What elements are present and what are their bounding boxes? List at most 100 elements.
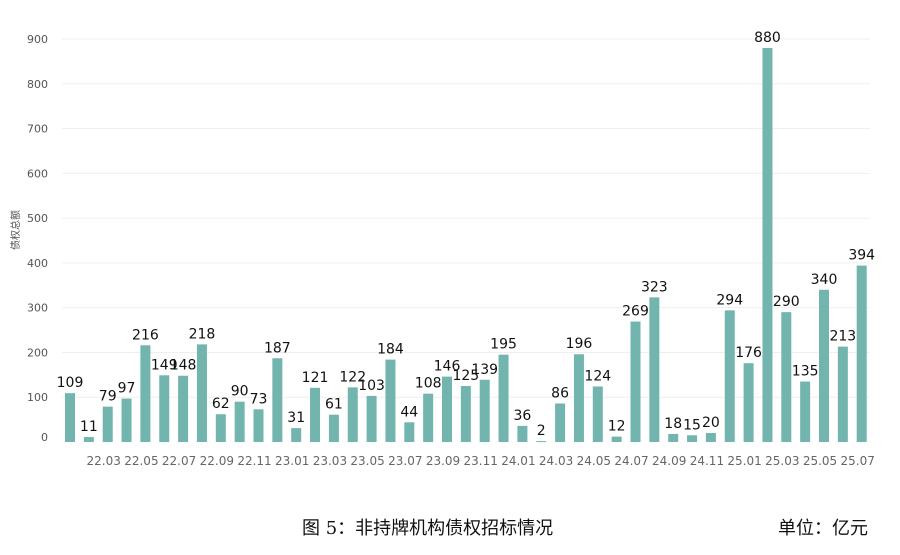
x-tick-label: 22.03 bbox=[87, 454, 121, 468]
y-tick-label: 400 bbox=[27, 257, 48, 270]
x-tick-label: 22.09 bbox=[200, 454, 234, 468]
x-tick-label: 22.05 bbox=[124, 454, 158, 468]
bar bbox=[215, 414, 226, 442]
x-tick-label: 23.01 bbox=[275, 454, 309, 468]
data-label: 36 bbox=[513, 408, 531, 424]
x-tick-label: 25.01 bbox=[727, 454, 761, 468]
x-tick-label: 23.09 bbox=[426, 454, 460, 468]
bar bbox=[272, 358, 283, 442]
bar bbox=[649, 297, 660, 442]
data-label: 213 bbox=[829, 329, 856, 345]
bar bbox=[611, 436, 622, 442]
bar bbox=[460, 386, 471, 442]
data-label: 195 bbox=[490, 337, 517, 353]
bar bbox=[328, 414, 339, 442]
data-label: 880 bbox=[754, 30, 781, 46]
x-tick-label: 23.05 bbox=[350, 454, 384, 468]
data-label: 148 bbox=[170, 358, 197, 374]
data-label: 394 bbox=[848, 248, 875, 264]
x-tick-label: 24.05 bbox=[577, 454, 611, 468]
bar-chart: 0100200300400500600700800900债权总额10911799… bbox=[9, 30, 875, 468]
bar bbox=[102, 406, 113, 442]
bar bbox=[837, 346, 848, 442]
bar bbox=[705, 433, 716, 442]
bar bbox=[140, 345, 151, 442]
bar bbox=[762, 47, 773, 442]
bar bbox=[159, 375, 170, 442]
data-label: 97 bbox=[118, 381, 136, 397]
y-tick-label: 0 bbox=[41, 431, 48, 444]
unit-label: 单位：亿元 bbox=[778, 518, 868, 539]
data-label: 15 bbox=[683, 417, 701, 433]
data-label: 103 bbox=[358, 378, 385, 394]
bar bbox=[366, 395, 377, 442]
bar bbox=[517, 425, 528, 442]
bar bbox=[65, 393, 75, 442]
x-tick-label: 22.07 bbox=[162, 454, 196, 468]
data-label: 2 bbox=[537, 423, 546, 439]
bar bbox=[404, 422, 415, 442]
y-tick-label: 700 bbox=[27, 123, 48, 136]
x-tick-label: 25.07 bbox=[841, 454, 875, 468]
data-label: 44 bbox=[400, 404, 418, 420]
data-label: 218 bbox=[189, 326, 216, 342]
bar bbox=[743, 363, 754, 442]
bar bbox=[498, 354, 509, 442]
bar bbox=[83, 437, 94, 442]
bar bbox=[310, 387, 321, 442]
bar bbox=[234, 401, 245, 442]
x-tick-label: 24.01 bbox=[501, 454, 535, 468]
data-label: 139 bbox=[471, 362, 498, 378]
data-label: 340 bbox=[811, 272, 838, 288]
data-label: 12 bbox=[608, 419, 626, 435]
x-tick-label: 24.03 bbox=[539, 454, 573, 468]
y-tick-label: 900 bbox=[27, 33, 48, 46]
data-label: 125 bbox=[452, 368, 479, 384]
bar bbox=[555, 403, 566, 442]
figure-caption: 图 5：非持牌机构债权招标情况 bbox=[302, 518, 554, 539]
data-label: 146 bbox=[434, 359, 461, 375]
data-label: 187 bbox=[264, 340, 291, 356]
data-label: 18 bbox=[664, 416, 682, 432]
y-tick-label: 200 bbox=[27, 346, 48, 359]
data-label: 184 bbox=[377, 342, 404, 358]
data-label: 121 bbox=[302, 370, 329, 386]
bar bbox=[724, 310, 735, 442]
bar bbox=[121, 398, 132, 442]
x-tick-label: 23.11 bbox=[464, 454, 498, 468]
data-label: 20 bbox=[702, 415, 720, 431]
bar bbox=[178, 375, 189, 442]
y-tick-label: 600 bbox=[27, 167, 48, 180]
x-tick-label: 23.07 bbox=[388, 454, 422, 468]
bar bbox=[423, 393, 434, 442]
x-tick-label: 23.03 bbox=[313, 454, 347, 468]
x-tick-label: 24.07 bbox=[614, 454, 648, 468]
data-label: 108 bbox=[415, 376, 442, 392]
bar bbox=[253, 409, 264, 442]
bar bbox=[687, 435, 698, 442]
data-label: 269 bbox=[622, 304, 649, 320]
data-label: 290 bbox=[773, 294, 800, 310]
bar bbox=[856, 265, 867, 442]
bar bbox=[573, 354, 584, 442]
bar bbox=[196, 344, 207, 442]
bar bbox=[800, 381, 811, 442]
data-label: 11 bbox=[80, 419, 98, 435]
y-axis-label: 债权总额 bbox=[9, 210, 22, 250]
bar bbox=[781, 312, 792, 442]
data-label: 135 bbox=[792, 364, 819, 380]
y-tick-label: 100 bbox=[27, 391, 48, 404]
data-label: 124 bbox=[584, 368, 611, 384]
data-label: 122 bbox=[339, 369, 366, 385]
y-tick-label: 300 bbox=[27, 302, 48, 315]
x-tick-label: 25.05 bbox=[803, 454, 837, 468]
data-label: 61 bbox=[325, 397, 343, 413]
data-label: 323 bbox=[641, 279, 668, 295]
bar bbox=[819, 289, 829, 442]
bar bbox=[442, 376, 452, 442]
bar bbox=[536, 441, 547, 443]
y-tick-label: 800 bbox=[27, 78, 48, 91]
bar bbox=[385, 359, 396, 442]
x-tick-label: 24.11 bbox=[690, 454, 724, 468]
data-label: 149 bbox=[151, 357, 178, 373]
